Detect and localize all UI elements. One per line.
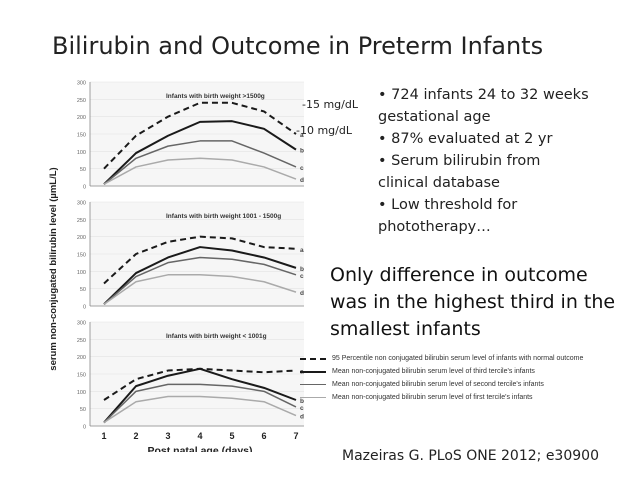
legend-label: Mean non-conjugated bilirubin serum leve… <box>332 368 535 375</box>
series-end-label: d <box>300 177 304 184</box>
y-axis-title: serum non-conjugated bilirubin level (µm… <box>48 167 59 370</box>
series-end-label: d <box>300 414 304 421</box>
legend-item: Mean non-conjugated bilirubin serum leve… <box>300 391 616 404</box>
legend-swatch <box>300 357 326 360</box>
legend-item: Mean non-conjugated bilirubin serum leve… <box>300 365 616 378</box>
panel-subtitle: Infants with birth weight >1500g <box>166 93 265 100</box>
bullet-line: • Serum bilirubin from <box>378 153 541 169</box>
y-tick-label: 150 <box>77 253 86 259</box>
series-end-label: a <box>300 247 304 254</box>
series-end-label: b <box>300 398 304 405</box>
y-tick-label: 250 <box>77 218 86 224</box>
series-line-c <box>103 140 297 185</box>
y-tick-label: 250 <box>77 98 86 104</box>
bullet-line: • 87% evaluated at 2 yr <box>378 131 553 147</box>
citation: Mazeiras G. PLoS ONE 2012; e30900 <box>342 448 599 464</box>
bullet-list: • 724 infants 24 to 32 weeks gestational… <box>378 84 628 238</box>
x-axis-title: Post natal age (days) <box>147 445 252 452</box>
x-tick-label: 5 <box>229 431 234 441</box>
y-tick-label: 200 <box>77 355 86 361</box>
bilirubin-figure: serum non-conjugated bilirubin level (µm… <box>38 74 338 457</box>
x-tick-label: 2 <box>133 431 138 441</box>
bullet-line: clinical database <box>378 175 500 191</box>
legend-swatch <box>300 384 326 385</box>
series-line-d <box>103 157 297 185</box>
series-end-label: b <box>300 148 304 155</box>
series-line-a <box>103 101 297 170</box>
key-finding-line: Only difference in outcome <box>330 264 588 286</box>
series-end-label: c <box>300 165 304 172</box>
series-end-label: c <box>300 405 304 412</box>
y-tick-label: 50 <box>80 407 86 413</box>
y-tick-label: 0 <box>83 305 86 311</box>
bullet-line: phototherapy… <box>378 219 491 235</box>
series-end-label: c <box>300 273 304 280</box>
y-tick-label: 0 <box>83 185 86 191</box>
series-line-b <box>103 120 297 185</box>
y-tick-label: 100 <box>77 150 86 156</box>
series-line-d <box>103 274 297 305</box>
panel-subtitle: Infants with birth weight 1001 - 1500g <box>166 213 281 220</box>
y-tick-label: 50 <box>80 167 86 173</box>
bullet-line: • Low threshold for <box>378 197 518 213</box>
legend-swatch <box>300 370 326 373</box>
slide-title: Bilirubin and Outcome in Preterm Infants <box>52 32 544 60</box>
x-tick-label: 7 <box>293 431 298 441</box>
legend-item: Mean non-conjugated bilirubin serum leve… <box>300 378 616 391</box>
series-line-c <box>103 256 297 305</box>
y-tick-label: 0 <box>83 425 86 431</box>
y-tick-label: 200 <box>77 115 86 121</box>
legend-label: 95 Percentile non conjugated bilirubin s… <box>332 355 584 362</box>
x-tick-label: 6 <box>261 431 266 441</box>
x-tick-label: 4 <box>197 431 202 441</box>
chart-legend: 95 Percentile non conjugated bilirubin s… <box>300 352 616 404</box>
y-tick-label: 50 <box>80 287 86 293</box>
key-finding-line: was in the highest third in the <box>330 291 616 313</box>
y-tick-label: 250 <box>77 338 86 344</box>
y-tick-label: 100 <box>77 270 86 276</box>
y-tick-label: 300 <box>77 321 86 327</box>
bullet-line: gestational age <box>378 109 491 125</box>
panel-subtitle: Infants with birth weight < 1001g <box>166 333 267 340</box>
y-tick-label: 300 <box>77 81 86 87</box>
key-finding-line: smallest infants <box>330 318 481 340</box>
series-end-label: d <box>300 290 304 297</box>
y-tick-label: 150 <box>77 133 86 139</box>
annotation-10-mg-dl: -10 mg/dL <box>296 124 352 137</box>
series-line-a <box>103 235 297 285</box>
x-tick-label: 1 <box>101 431 106 441</box>
annotation-15-mg-dl: -15 mg/dL <box>302 98 358 111</box>
legend-swatch <box>300 397 326 398</box>
legend-item: 95 Percentile non conjugated bilirubin s… <box>300 352 616 365</box>
y-tick-label: 100 <box>77 390 86 396</box>
series-end-label: a <box>300 132 304 139</box>
legend-label: Mean non-conjugated bilirubin serum leve… <box>332 381 544 388</box>
series-line-d <box>103 395 297 424</box>
y-tick-label: 150 <box>77 373 86 379</box>
y-tick-label: 300 <box>77 201 86 207</box>
x-tick-label: 3 <box>165 431 170 441</box>
key-finding: Only difference in outcome was in the hi… <box>330 262 615 343</box>
series-line-b <box>103 367 297 424</box>
bullet-line: • 724 infants 24 to 32 weeks <box>378 87 589 103</box>
series-line-c <box>103 383 297 424</box>
series-line-b <box>103 246 297 305</box>
y-tick-label: 200 <box>77 235 86 241</box>
bilirubin-chart: serum non-conjugated bilirubin level (µm… <box>48 81 304 457</box>
legend-label: Mean non-conjugated bilirubin serum leve… <box>332 394 533 401</box>
series-end-label: b <box>300 266 304 273</box>
